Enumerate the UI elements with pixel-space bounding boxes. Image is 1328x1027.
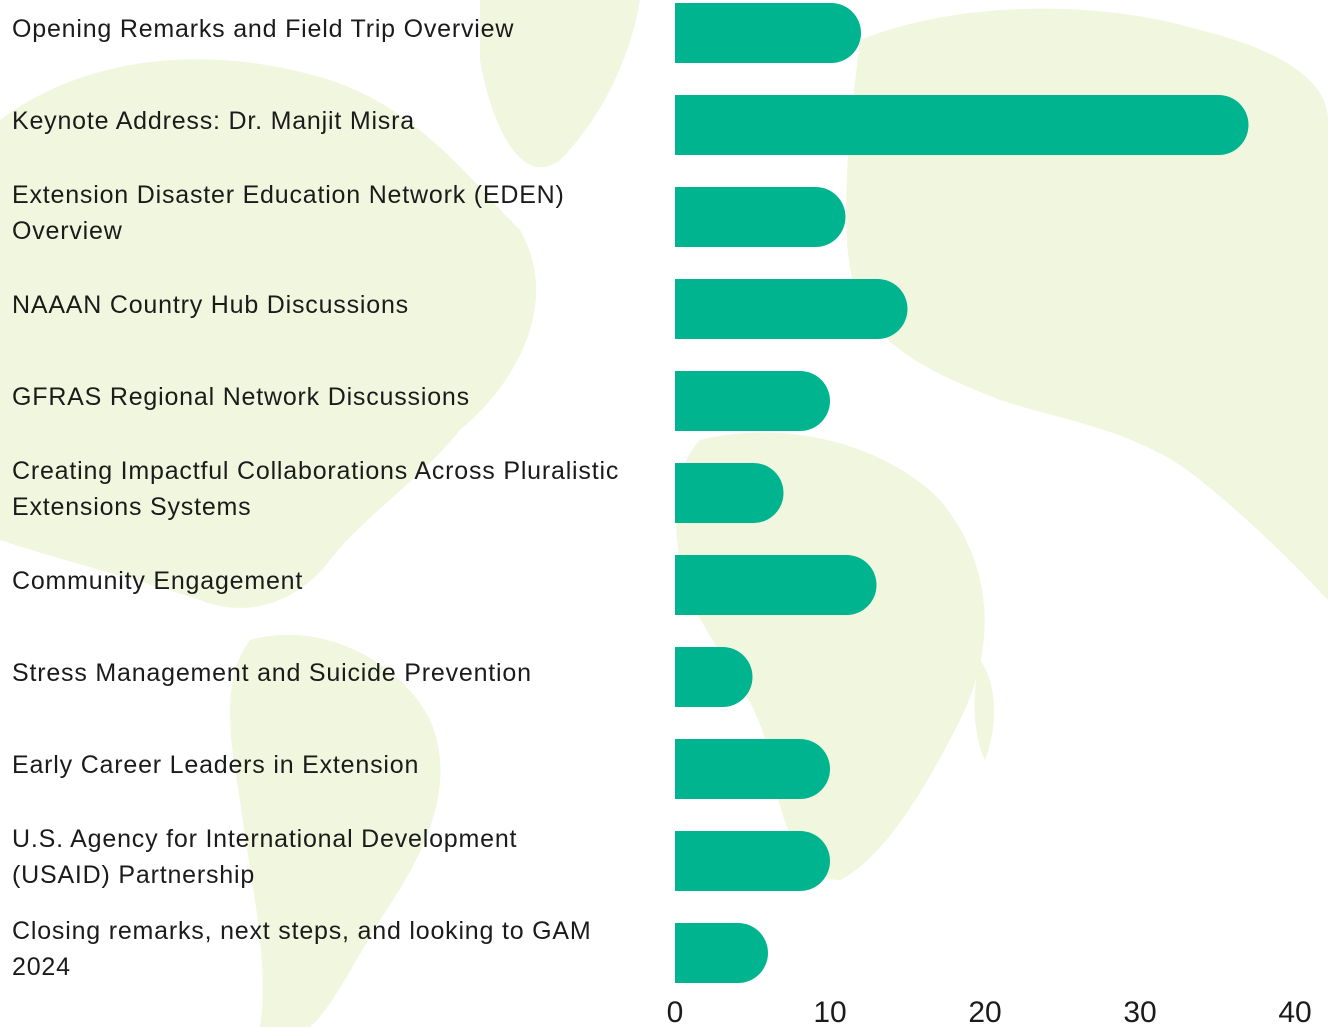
x-tick-label: 10 <box>813 996 846 1027</box>
x-tick-label: 30 <box>1123 996 1156 1027</box>
category-label: Creating Impactful Collaborations Across… <box>12 457 620 521</box>
category-label: NAAAN Country Hub Discussions <box>12 291 409 319</box>
category-label: GFRAS Regional Network Discussions <box>12 383 470 411</box>
bar <box>675 647 753 707</box>
x-tick-label: 40 <box>1278 996 1311 1027</box>
category-label: Opening Remarks and Field Trip Overview <box>12 15 515 43</box>
bar <box>675 463 784 523</box>
bar <box>675 371 830 431</box>
category-label: Community Engagement <box>12 567 304 595</box>
bar <box>675 279 908 339</box>
category-label: Closing remarks, next steps, and looking… <box>12 917 592 981</box>
bar <box>675 739 830 799</box>
category-label: Keynote Address: Dr. Manjit Misra <box>12 107 415 135</box>
category-label: Stress Management and Suicide Prevention <box>12 659 532 687</box>
category-label: U.S. Agency for International Developmen… <box>12 825 518 889</box>
bar <box>675 3 861 63</box>
bar <box>675 555 877 615</box>
bar <box>675 187 846 247</box>
category-label: Extension Disaster Education Network (ED… <box>12 181 565 245</box>
x-tick-label: 0 <box>667 996 684 1027</box>
category-label: Early Career Leaders in Extension <box>12 751 420 779</box>
bar <box>675 923 768 983</box>
bar <box>675 831 830 891</box>
bar <box>675 95 1249 155</box>
x-tick-label: 20 <box>968 996 1001 1027</box>
